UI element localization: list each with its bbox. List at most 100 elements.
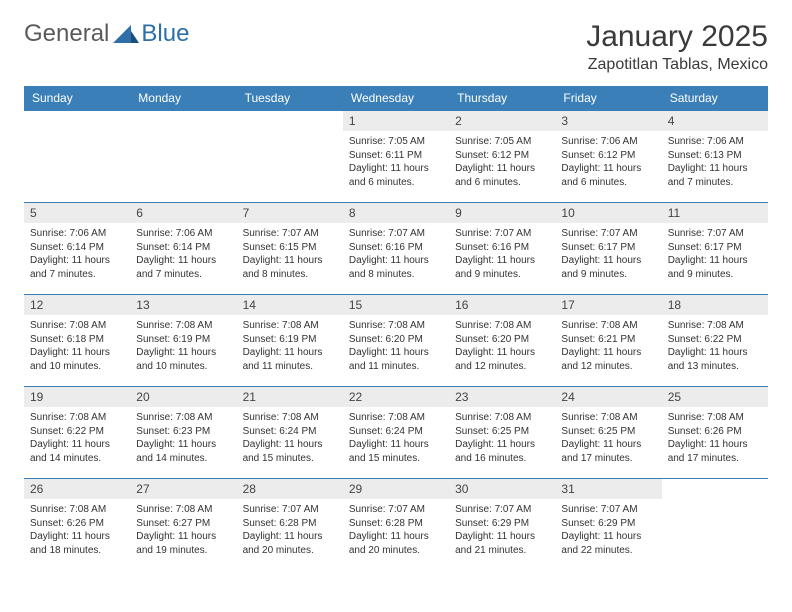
sunset-line: Sunset: 6:15 PM <box>243 241 337 255</box>
brand-part1: General <box>24 20 109 48</box>
day-number: 21 <box>237 387 343 407</box>
daylight-line: Daylight: 11 hours and 17 minutes. <box>561 438 655 465</box>
day-number: 22 <box>343 387 449 407</box>
sunset-line: Sunset: 6:24 PM <box>243 425 337 439</box>
sunrise-line: Sunrise: 7:08 AM <box>349 411 443 425</box>
day-details: Sunrise: 7:08 AMSunset: 6:23 PMDaylight:… <box>130 407 236 469</box>
calendar-cell <box>130 111 236 203</box>
day-number: 9 <box>449 203 555 223</box>
day-details: Sunrise: 7:08 AMSunset: 6:25 PMDaylight:… <box>449 407 555 469</box>
day-number: 14 <box>237 295 343 315</box>
header: General Blue January 2025 Zapotitlan Tab… <box>24 20 768 74</box>
day-number: 16 <box>449 295 555 315</box>
sunrise-line: Sunrise: 7:08 AM <box>30 411 124 425</box>
sunset-line: Sunset: 6:12 PM <box>561 149 655 163</box>
day-number: 1 <box>343 111 449 131</box>
day-number: 23 <box>449 387 555 407</box>
sunrise-line: Sunrise: 7:08 AM <box>455 411 549 425</box>
daylight-line: Daylight: 11 hours and 7 minutes. <box>30 254 124 281</box>
day-number: 13 <box>130 295 236 315</box>
day-details: Sunrise: 7:07 AMSunset: 6:17 PMDaylight:… <box>555 223 661 285</box>
daylight-line: Daylight: 11 hours and 17 minutes. <box>668 438 762 465</box>
day-details: Sunrise: 7:08 AMSunset: 6:26 PMDaylight:… <box>24 499 130 561</box>
daylight-line: Daylight: 11 hours and 10 minutes. <box>30 346 124 373</box>
day-details: Sunrise: 7:08 AMSunset: 6:24 PMDaylight:… <box>237 407 343 469</box>
sunset-line: Sunset: 6:19 PM <box>243 333 337 347</box>
sunset-line: Sunset: 6:27 PM <box>136 517 230 531</box>
sunrise-line: Sunrise: 7:08 AM <box>136 411 230 425</box>
calendar-table: SundayMondayTuesdayWednesdayThursdayFrid… <box>24 86 768 571</box>
daylight-line: Daylight: 11 hours and 6 minutes. <box>561 162 655 189</box>
calendar-cell: 14Sunrise: 7:08 AMSunset: 6:19 PMDayligh… <box>237 295 343 387</box>
brand-part2: Blue <box>141 20 189 48</box>
day-details: Sunrise: 7:05 AMSunset: 6:12 PMDaylight:… <box>449 131 555 193</box>
day-details: Sunrise: 7:07 AMSunset: 6:16 PMDaylight:… <box>449 223 555 285</box>
sunset-line: Sunset: 6:20 PM <box>455 333 549 347</box>
daylight-line: Daylight: 11 hours and 12 minutes. <box>561 346 655 373</box>
calendar-cell: 17Sunrise: 7:08 AMSunset: 6:21 PMDayligh… <box>555 295 661 387</box>
day-details: Sunrise: 7:06 AMSunset: 6:12 PMDaylight:… <box>555 131 661 193</box>
calendar-cell <box>662 479 768 571</box>
day-details: Sunrise: 7:07 AMSunset: 6:28 PMDaylight:… <box>237 499 343 561</box>
sunset-line: Sunset: 6:12 PM <box>455 149 549 163</box>
calendar-cell: 13Sunrise: 7:08 AMSunset: 6:19 PMDayligh… <box>130 295 236 387</box>
daylight-line: Daylight: 11 hours and 21 minutes. <box>455 530 549 557</box>
sunset-line: Sunset: 6:26 PM <box>668 425 762 439</box>
calendar-cell: 21Sunrise: 7:08 AMSunset: 6:24 PMDayligh… <box>237 387 343 479</box>
calendar-cell <box>237 111 343 203</box>
sunrise-line: Sunrise: 7:07 AM <box>561 227 655 241</box>
calendar-cell: 10Sunrise: 7:07 AMSunset: 6:17 PMDayligh… <box>555 203 661 295</box>
day-number: 31 <box>555 479 661 499</box>
sunrise-line: Sunrise: 7:08 AM <box>561 411 655 425</box>
daylight-line: Daylight: 11 hours and 14 minutes. <box>30 438 124 465</box>
sunrise-line: Sunrise: 7:07 AM <box>349 227 443 241</box>
sunrise-line: Sunrise: 7:06 AM <box>136 227 230 241</box>
sunset-line: Sunset: 6:28 PM <box>243 517 337 531</box>
sunset-line: Sunset: 6:29 PM <box>455 517 549 531</box>
sunset-line: Sunset: 6:25 PM <box>561 425 655 439</box>
day-number: 5 <box>24 203 130 223</box>
sunset-line: Sunset: 6:20 PM <box>349 333 443 347</box>
calendar-cell: 31Sunrise: 7:07 AMSunset: 6:29 PMDayligh… <box>555 479 661 571</box>
sunrise-line: Sunrise: 7:08 AM <box>30 319 124 333</box>
day-details: Sunrise: 7:08 AMSunset: 6:24 PMDaylight:… <box>343 407 449 469</box>
day-details: Sunrise: 7:06 AMSunset: 6:13 PMDaylight:… <box>662 131 768 193</box>
calendar-cell: 29Sunrise: 7:07 AMSunset: 6:28 PMDayligh… <box>343 479 449 571</box>
sunset-line: Sunset: 6:19 PM <box>136 333 230 347</box>
sunset-line: Sunset: 6:11 PM <box>349 149 443 163</box>
calendar-cell: 12Sunrise: 7:08 AMSunset: 6:18 PMDayligh… <box>24 295 130 387</box>
sunrise-line: Sunrise: 7:05 AM <box>349 135 443 149</box>
daylight-line: Daylight: 11 hours and 18 minutes. <box>30 530 124 557</box>
weekday-header: Sunday <box>24 86 130 111</box>
calendar-cell: 30Sunrise: 7:07 AMSunset: 6:29 PMDayligh… <box>449 479 555 571</box>
sunset-line: Sunset: 6:28 PM <box>349 517 443 531</box>
day-number: 7 <box>237 203 343 223</box>
day-number: 19 <box>24 387 130 407</box>
sunrise-line: Sunrise: 7:08 AM <box>243 411 337 425</box>
sunrise-line: Sunrise: 7:07 AM <box>668 227 762 241</box>
sunset-line: Sunset: 6:23 PM <box>136 425 230 439</box>
daylight-line: Daylight: 11 hours and 15 minutes. <box>349 438 443 465</box>
sunrise-line: Sunrise: 7:08 AM <box>561 319 655 333</box>
day-details: Sunrise: 7:08 AMSunset: 6:20 PMDaylight:… <box>343 315 449 377</box>
weekday-header: Friday <box>555 86 661 111</box>
calendar-week-row: 1 Sunrise: 7:05 AMSunset: 6:11 PM Daylight… <box>24 111 768 203</box>
calendar-cell: 23Sunrise: 7:08 AMSunset: 6:25 PMDayligh… <box>449 387 555 479</box>
sunset-line: Sunset: 6:21 PM <box>561 333 655 347</box>
calendar-cell: 16Sunrise: 7:08 AMSunset: 6:20 PMDayligh… <box>449 295 555 387</box>
sunset-line: Sunset: 6:13 PM <box>668 149 762 163</box>
calendar-cell <box>24 111 130 203</box>
calendar-cell: 2Sunrise: 7:05 AMSunset: 6:12 PMDaylight… <box>449 111 555 203</box>
day-details: Sunrise: 7:08 AMSunset: 6:25 PMDaylight:… <box>555 407 661 469</box>
daylight-line: Daylight: 11 hours and 15 minutes. <box>243 438 337 465</box>
day-details: Sunrise: 7:07 AMSunset: 6:29 PMDaylight:… <box>555 499 661 561</box>
calendar-cell: 18Sunrise: 7:08 AMSunset: 6:22 PMDayligh… <box>662 295 768 387</box>
daylight-line: Daylight: 11 hours and 7 minutes. <box>136 254 230 281</box>
day-details: Sunrise: 7:08 AMSunset: 6:22 PMDaylight:… <box>662 315 768 377</box>
day-details: Sunrise: 7:08 AMSunset: 6:18 PMDaylight:… <box>24 315 130 377</box>
day-number: 20 <box>130 387 236 407</box>
daylight-line: Daylight: 11 hours and 12 minutes. <box>455 346 549 373</box>
daylight-line: Daylight: 11 hours and 20 minutes. <box>349 530 443 557</box>
location-label: Zapotitlan Tablas, Mexico <box>586 56 768 74</box>
calendar-cell: 9Sunrise: 7:07 AMSunset: 6:16 PMDaylight… <box>449 203 555 295</box>
